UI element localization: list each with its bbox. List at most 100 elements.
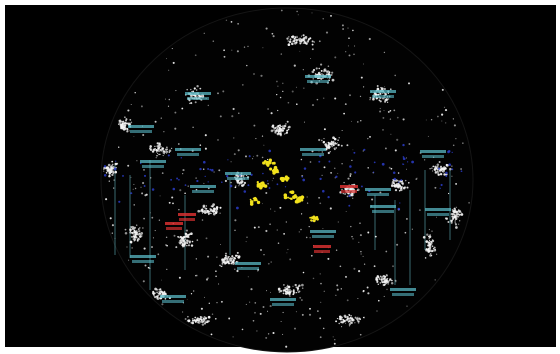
node [429, 249, 431, 252]
node [367, 167, 369, 169]
node [458, 223, 460, 225]
node [425, 248, 428, 250]
node [125, 119, 127, 122]
node [335, 249, 338, 251]
node [301, 287, 304, 289]
node [313, 41, 315, 43]
node [133, 135, 135, 137]
node [454, 223, 458, 226]
node [175, 90, 177, 92]
highlight-node [263, 160, 267, 163]
node [138, 230, 141, 233]
tag-blob [185, 92, 211, 95]
node [296, 10, 298, 13]
node [430, 254, 433, 257]
node [296, 36, 298, 38]
node [341, 24, 344, 27]
node [354, 316, 357, 319]
node [282, 90, 284, 93]
node [160, 117, 162, 119]
node [231, 260, 234, 264]
node [128, 259, 130, 261]
node [320, 63, 323, 66]
node [180, 241, 183, 244]
node [331, 78, 335, 82]
node [203, 321, 205, 323]
blue-node [204, 175, 206, 178]
node [279, 132, 282, 136]
node [122, 122, 124, 124]
node [362, 289, 365, 292]
blue-node [400, 179, 403, 182]
highlight-node [273, 165, 278, 170]
tag-blob [372, 95, 394, 98]
node [186, 244, 188, 247]
node [443, 167, 446, 171]
node [300, 158, 303, 161]
tag-blob [272, 303, 294, 306]
node [174, 127, 177, 130]
node [250, 288, 253, 291]
node [339, 317, 342, 321]
node [280, 53, 283, 55]
node [312, 277, 315, 280]
node [323, 68, 327, 71]
node [305, 236, 308, 239]
node [119, 124, 123, 127]
node [142, 133, 145, 137]
node [131, 225, 135, 229]
node [288, 288, 291, 292]
node [203, 182, 205, 184]
tag-blob [427, 213, 449, 216]
node [347, 45, 350, 47]
tag-blob [130, 255, 156, 258]
node [143, 217, 145, 220]
node [277, 85, 279, 87]
node [279, 96, 282, 99]
node [353, 53, 355, 56]
node [224, 252, 228, 255]
node [447, 221, 450, 223]
node [142, 227, 144, 229]
node [425, 240, 428, 243]
node [350, 321, 353, 324]
node [149, 177, 152, 179]
node [342, 28, 345, 30]
node [334, 339, 336, 341]
node [231, 255, 234, 258]
node [308, 39, 310, 41]
node [394, 188, 398, 192]
node [190, 293, 193, 295]
node [214, 317, 217, 320]
node [118, 122, 121, 125]
node [286, 290, 289, 293]
blue-node [402, 157, 406, 161]
node [227, 260, 229, 263]
tag-blob [179, 218, 195, 221]
node [194, 316, 197, 319]
node [311, 40, 314, 43]
node [335, 294, 337, 296]
node [203, 32, 205, 34]
node [454, 222, 456, 224]
node [151, 246, 153, 248]
node [191, 240, 194, 243]
node [329, 142, 332, 146]
node [343, 112, 345, 115]
node [448, 192, 450, 195]
node [310, 58, 312, 59]
node [110, 165, 113, 168]
node [360, 120, 362, 122]
node [286, 129, 289, 132]
node [283, 133, 286, 135]
node [344, 103, 347, 106]
node [445, 217, 449, 220]
node [163, 131, 165, 133]
node [290, 42, 294, 46]
node [111, 173, 114, 176]
blue-node [207, 181, 209, 183]
node [207, 255, 210, 258]
node [452, 216, 455, 219]
node [272, 177, 274, 179]
highlight-node [261, 181, 265, 185]
